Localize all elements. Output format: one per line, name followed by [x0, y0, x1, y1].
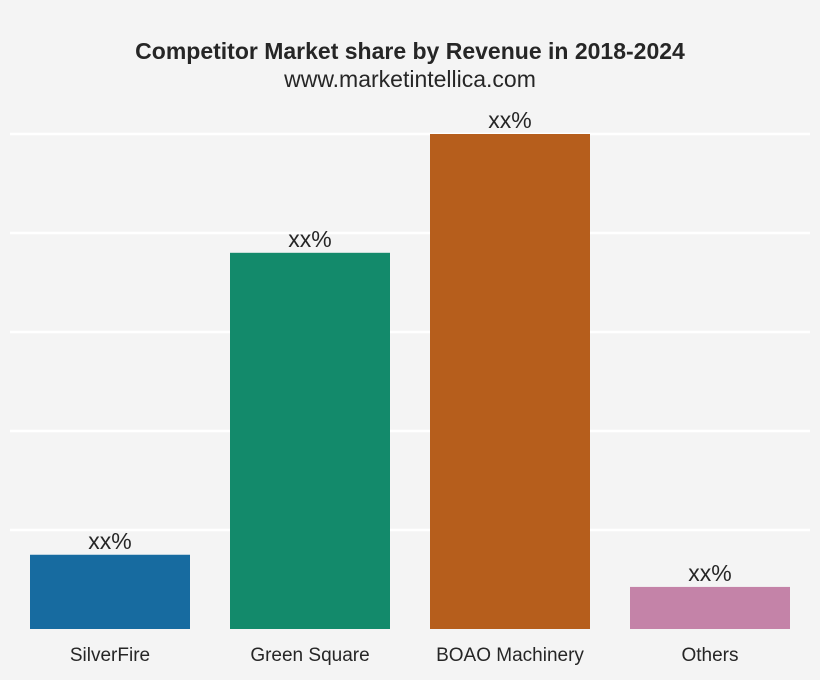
bar-0 [30, 554, 190, 629]
data-label-3: xx% [688, 560, 731, 586]
data-label-2: xx% [488, 107, 531, 133]
chart-subtitle: www.marketintellica.com [284, 66, 536, 92]
data-label-1: xx% [288, 226, 331, 252]
x-tick-label-3: Others [681, 645, 738, 666]
data-label-0: xx% [88, 528, 131, 554]
bar-1 [230, 252, 390, 630]
chart-title: Competitor Market share by Revenue in 20… [135, 38, 685, 64]
x-tick-label-0: SilverFire [70, 645, 150, 666]
bar-2 [430, 134, 590, 629]
x-tick-label-2: BOAO Machinery [436, 645, 584, 666]
bar-3 [630, 586, 790, 629]
x-tick-label-1: Green Square [250, 645, 369, 666]
